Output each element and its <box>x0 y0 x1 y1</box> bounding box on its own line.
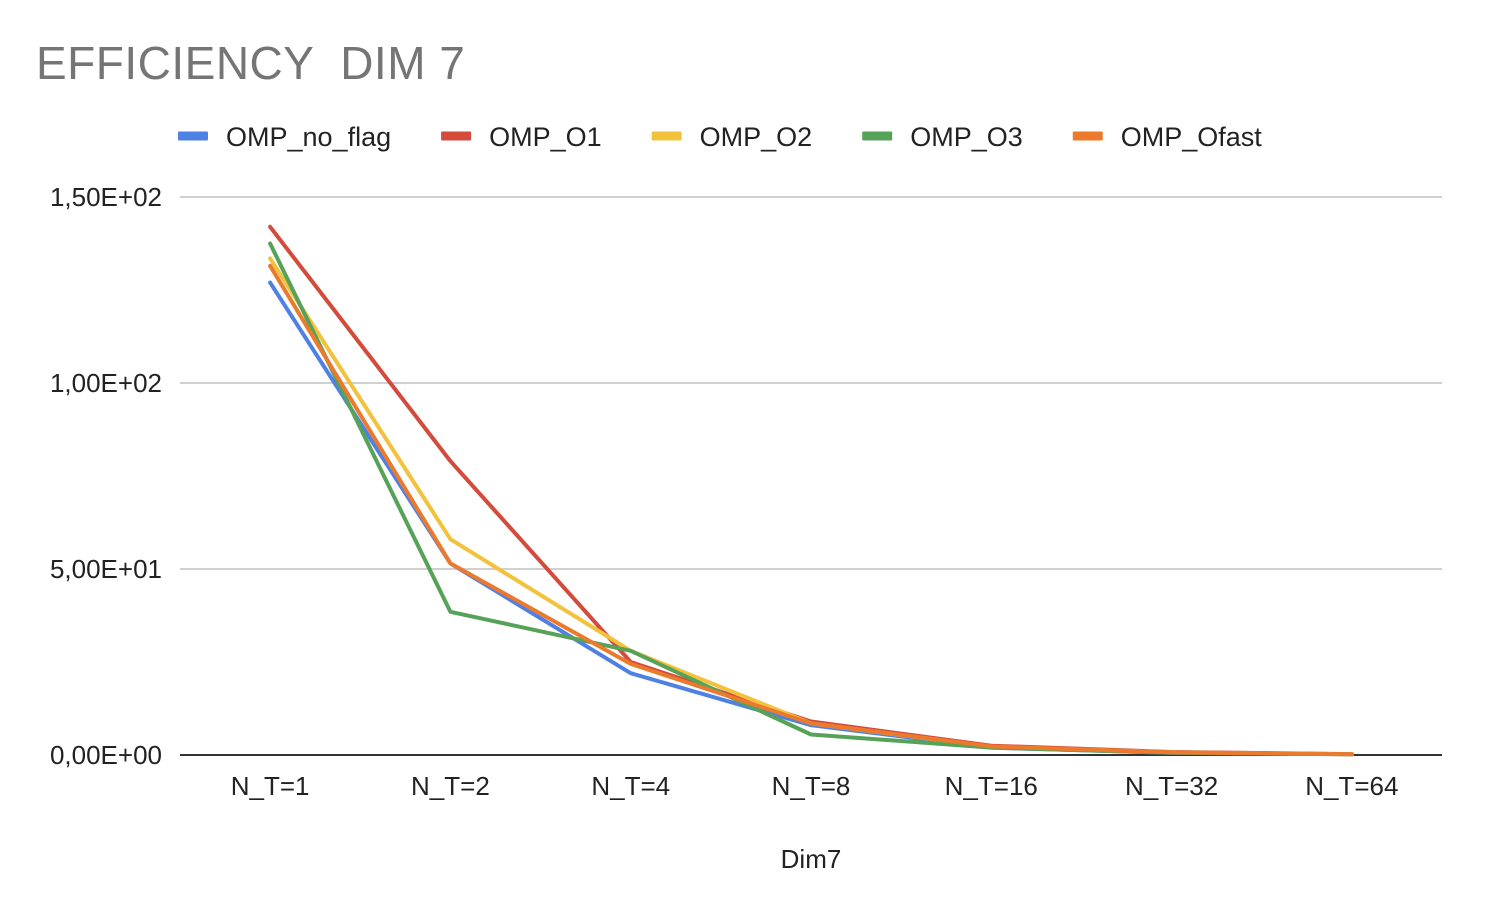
series-line <box>268 224 1354 757</box>
x-tick-label: N_T=32 <box>1125 771 1218 801</box>
legend-label: OMP_no_flag <box>226 122 391 152</box>
series-line <box>268 241 1354 757</box>
series-line <box>268 256 1354 757</box>
grid-lines <box>180 196 1442 570</box>
x-axis-title: Dim7 <box>781 844 842 874</box>
x-tick-label: N_T=16 <box>945 771 1038 801</box>
legend-label: OMP_Ofast <box>1121 122 1263 152</box>
legend-swatch <box>651 131 682 141</box>
y-tick-label: 1,50E+02 <box>50 182 162 212</box>
x-tick-label: N_T=64 <box>1305 771 1398 801</box>
legend: OMP_no_flag OMP_O1 OMP_O2 OMP_O3 OMP_Ofast <box>178 122 1262 152</box>
series-line <box>268 280 1354 757</box>
y-tick-label: 1,00E+02 <box>50 368 162 398</box>
y-tick-label: 0,00E+00 <box>50 740 162 770</box>
legend-swatch <box>178 131 208 141</box>
chart-title: EFFICIENCY DIM 7 <box>36 37 466 89</box>
legend-label: OMP_O3 <box>910 122 1023 152</box>
series-lines <box>268 224 1354 757</box>
legend-label: OMP_O2 <box>700 122 813 152</box>
x-tick-label: N_T=1 <box>231 771 310 801</box>
legend-label: OMP_O1 <box>489 122 602 152</box>
x-tick-label: N_T=4 <box>591 771 670 801</box>
x-tick-label: N_T=8 <box>772 771 851 801</box>
legend-swatch <box>1072 131 1103 141</box>
axes: 0,00E+00 5,00E+01 1,00E+02 1,50E+02 N_T=1 N_T… <box>50 182 1442 874</box>
legend-swatch <box>862 131 893 141</box>
legend-swatch <box>441 131 472 141</box>
y-tick-label: 5,00E+01 <box>50 554 162 584</box>
x-tick-label: N_T=2 <box>411 771 490 801</box>
